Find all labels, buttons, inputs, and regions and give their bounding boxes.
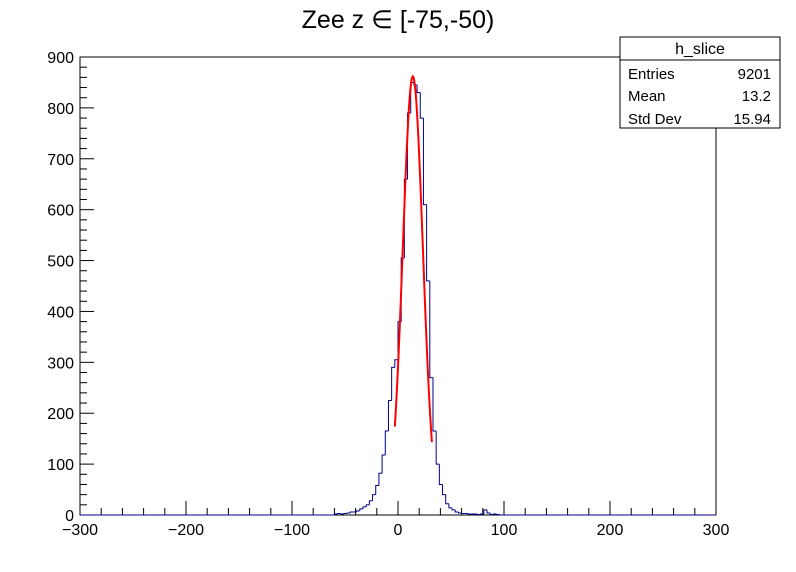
- histogram-bin: [496, 513, 500, 515]
- histogram-bin: [457, 511, 462, 514]
- histogram-bin: [337, 512, 341, 514]
- histogram-bin: [368, 500, 373, 505]
- y-tick-label: 100: [47, 457, 74, 474]
- stats-stddev-label: Std Dev: [628, 111, 682, 128]
- x-tick-label: 200: [597, 522, 624, 539]
- stats-box-frame: [619, 36, 781, 129]
- y-tick-label: 400: [47, 304, 74, 321]
- stats-box-title: h_slice: [675, 41, 725, 58]
- chart-title: Zee z ∈ [-75,-50): [302, 6, 495, 34]
- histogram-bin: [365, 504, 370, 507]
- y-tick-label: 200: [47, 406, 74, 423]
- histogram-bin: [356, 510, 360, 512]
- histogram-bin: [489, 512, 494, 515]
- histogram-bin: [394, 359, 398, 368]
- stats-stddev-value: 15.94: [733, 111, 771, 128]
- histogram-bin: [429, 280, 433, 379]
- stats-entries-label: Entries: [628, 66, 675, 83]
- y-tick-label: 0: [65, 508, 74, 525]
- histogram-bin: [483, 509, 488, 514]
- histogram-bin: [442, 484, 446, 496]
- histogram-bin: [486, 509, 491, 514]
- gaussian-fit-curve: [393, 74, 433, 443]
- stats-mean-label: Mean: [628, 88, 666, 105]
- histogram-bin: [435, 431, 440, 465]
- histogram-bin: [343, 512, 348, 514]
- histogram-bin: [419, 92, 424, 119]
- x-tick-label: 100: [491, 522, 518, 539]
- histogram-bin: [432, 377, 437, 432]
- histogram-bin: [467, 513, 472, 515]
- histogram-bin: [340, 513, 344, 515]
- histogram-bin: [362, 506, 367, 509]
- histogram-bin: [381, 454, 386, 474]
- histogram-bin: [461, 512, 465, 514]
- histogram-bin: [445, 494, 449, 505]
- histogram-bin: [416, 84, 421, 94]
- histogram-bin: [333, 513, 338, 515]
- histogram-bin: [407, 112, 411, 180]
- x-tick-label: −300: [62, 522, 98, 539]
- histogram-bin: [451, 507, 456, 511]
- y-tick-label: 900: [47, 50, 74, 67]
- fit-curve-group: [393, 74, 433, 443]
- stats-box: h_slice Entries 9201 Mean 13.2 Std Dev 1…: [619, 36, 781, 129]
- stats-mean-value: 13.2: [742, 88, 771, 105]
- histogram-bin: [384, 430, 389, 455]
- histogram-bin: [375, 484, 379, 495]
- x-tick-label: −100: [274, 522, 310, 539]
- histogram-bin: [454, 509, 459, 513]
- histogram-bin: [372, 494, 376, 501]
- histogram-bin: [346, 512, 351, 514]
- stats-entries-value: 9201: [738, 66, 771, 83]
- y-tick-label: 800: [47, 101, 74, 118]
- y-tick-label: 500: [47, 254, 74, 271]
- y-tick-label: 700: [47, 152, 74, 169]
- x-axis: −300 −200 −100 0 100 200 300: [62, 501, 729, 539]
- histogram-bin: [438, 464, 443, 485]
- y-tick-label: 300: [47, 355, 74, 372]
- histogram-bin: [492, 513, 497, 515]
- histogram-bin: [448, 503, 453, 509]
- y-tick-label: 600: [47, 203, 74, 220]
- histogram-bin: [387, 400, 392, 432]
- histogram-bin: [378, 472, 383, 486]
- y-axis: 0 100 200 300 400 500 600 700 800 900: [47, 50, 94, 525]
- histogram-bin: [349, 511, 354, 513]
- x-tick-label: −200: [168, 522, 204, 539]
- histogram-bin: [391, 366, 395, 401]
- histogram-bin: [359, 508, 364, 511]
- histogram-bin: [480, 513, 484, 515]
- histogram-series: [80, 81, 716, 516]
- histogram-bin: [422, 118, 427, 206]
- histogram-bin: [477, 513, 481, 515]
- x-tick-label: 300: [703, 522, 730, 539]
- histogram-bin: [426, 204, 430, 282]
- x-tick-label: 0: [394, 522, 403, 539]
